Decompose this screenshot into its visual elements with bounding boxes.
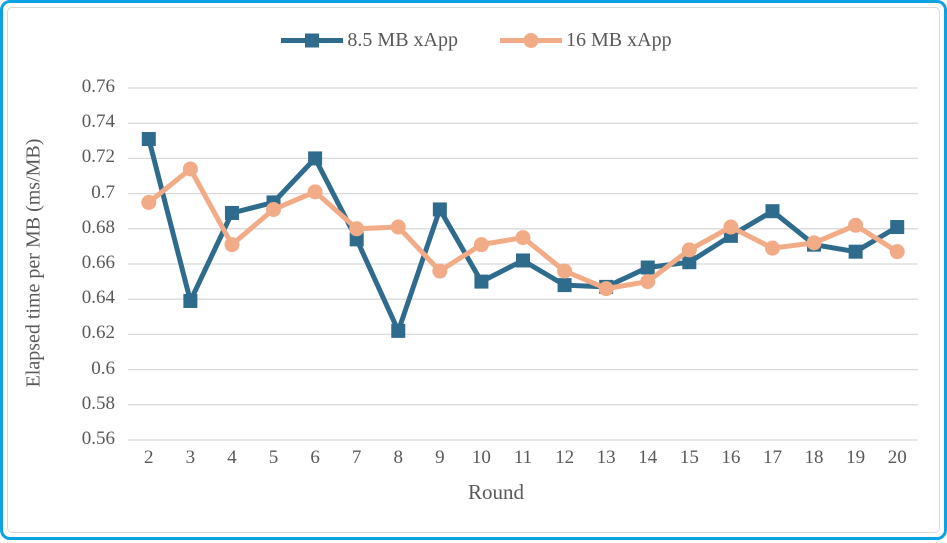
data-point-marker: [889, 244, 905, 260]
data-point-marker: [349, 221, 365, 237]
x-tick-label: 4: [227, 447, 237, 468]
y-tick-label: 0.72: [81, 146, 115, 168]
y-tick-label: 0.7: [91, 181, 115, 203]
x-tick-label: 16: [721, 447, 741, 468]
x-tick-label: 8: [393, 447, 404, 468]
data-point-marker: [266, 201, 282, 217]
data-point-marker: [848, 217, 864, 233]
legend-label-series1: 8.5 MB xApp: [347, 28, 458, 51]
data-point-marker: [224, 205, 239, 220]
y-tick-label: 0.66: [81, 252, 115, 273]
x-tick-label: 2: [144, 447, 154, 468]
legend-item-series1: 8.5 MB xApp: [281, 29, 458, 52]
x-tick-label: 19: [846, 447, 866, 468]
plot-area: [128, 87, 918, 441]
y-tick-label: 0.62: [81, 322, 115, 344]
y-tick-label: 0.56: [81, 428, 115, 449]
data-point-marker: [141, 194, 157, 210]
data-point-marker: [516, 253, 530, 268]
square-marker-line-icon: [281, 33, 344, 47]
x-tick-label: 5: [268, 447, 279, 468]
x-tick-label: 7: [351, 447, 362, 468]
data-point-marker: [141, 132, 156, 147]
data-point-marker: [682, 255, 697, 270]
data-point-marker: [432, 202, 447, 217]
x-tick-label: 11: [513, 447, 533, 468]
data-point-marker: [764, 240, 780, 256]
y-tick-label: 0.68: [81, 216, 115, 238]
x-tick-label: 14: [638, 447, 658, 468]
y-tick-label: 0.74: [81, 111, 115, 133]
x-tick-label: 17: [762, 447, 782, 468]
y-tick-label: 0.64: [81, 287, 115, 309]
data-point-marker: [391, 323, 406, 338]
data-point-marker: [515, 230, 531, 246]
data-point-marker: [182, 161, 198, 177]
data-point-marker: [890, 220, 905, 235]
legend-item-series2: 16 MB xApp: [500, 29, 672, 52]
x-tick-label: 20: [887, 447, 907, 468]
data-point-marker: [557, 278, 572, 293]
x-tick-label: 18: [804, 447, 824, 468]
data-point-marker: [432, 263, 448, 279]
legend-label-series2: 16 MB xApp: [566, 28, 672, 51]
y-tick-label: 0.76: [81, 76, 115, 97]
x-tick-label: 6: [310, 447, 320, 468]
x-tick-label: 10: [471, 447, 491, 468]
data-point-marker: [640, 274, 656, 290]
data-point-marker: [681, 242, 697, 258]
chart-area: 8.5 MB xApp 16 MB xApp Elapsed time per …: [3, 3, 947, 543]
legend: 8.5 MB xApp 16 MB xApp: [3, 25, 947, 55]
data-point-marker: [806, 235, 822, 251]
x-tick-label: 3: [185, 447, 196, 468]
data-point-marker: [557, 263, 573, 279]
x-tick-label: 13: [596, 447, 616, 468]
data-point-marker: [390, 219, 406, 235]
x-tick-label: 15: [679, 447, 699, 468]
data-point-marker: [474, 274, 489, 289]
y-tick-label: 0.6: [91, 357, 115, 379]
x-tick-label: 12: [555, 447, 575, 468]
data-point-marker: [598, 281, 614, 297]
x-tick-label: 9: [435, 447, 445, 468]
x-axis-title: Round: [467, 480, 525, 504]
circle-marker-line-icon: [500, 32, 562, 48]
y-tick-label: 0.58: [81, 392, 115, 414]
data-point-marker: [640, 260, 655, 275]
data-point-marker: [308, 151, 323, 166]
data-point-marker: [765, 204, 780, 219]
data-point-marker: [473, 237, 489, 253]
data-point-marker: [224, 237, 240, 253]
data-point-marker: [349, 232, 364, 247]
data-point-marker: [723, 219, 739, 235]
data-point-marker: [307, 184, 323, 200]
data-point-marker: [183, 293, 198, 308]
data-point-marker: [848, 244, 863, 259]
